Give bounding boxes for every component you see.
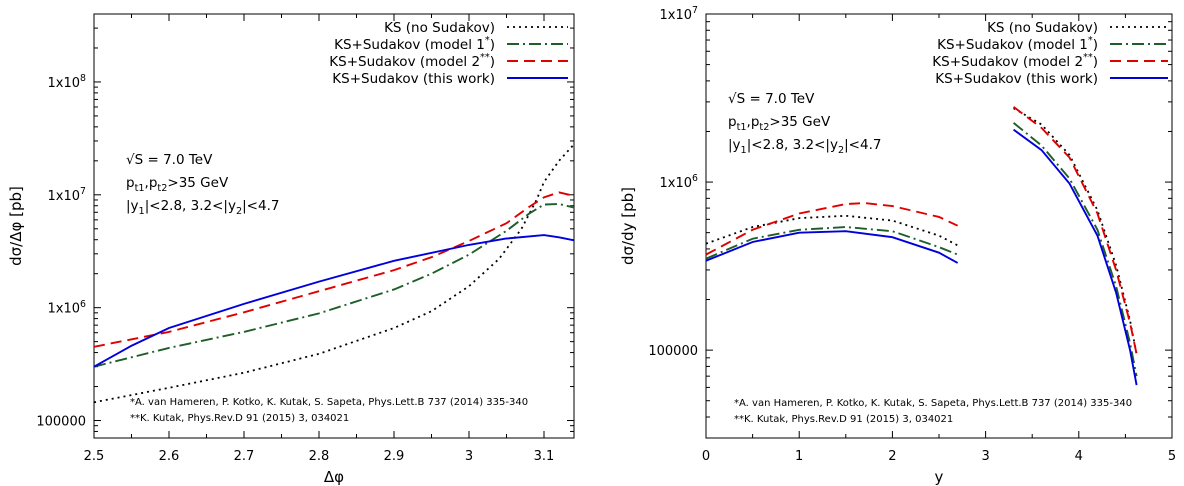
right-panel: 0 1 2 3 4 5 100000 1x106​ 1x107​ y dσ/dy [pb] KS (n… [619,5,1176,486]
plot-frame [93,13,575,439]
info-text: |y1|<2.8, 3.2<|y2|<4.7 [126,198,279,217]
x-tick-label: 2.7 [234,449,255,464]
reference-text: **K. Kutak, Phys.Rev.D 91 (2015) 3, 0340… [734,414,953,425]
x-tick-label: 5 [1168,449,1176,464]
y-axis-title: dσ/Δφ [pb] [7,186,25,266]
legend-label: KS+Sudakov (model 2**) [329,52,495,70]
y-tick-label: 100000 [648,344,698,359]
x-tick-label: 3 [981,449,989,464]
y-tick-label: 1x106​ [660,173,699,191]
x-tick-label: 4 [1075,449,1083,464]
x-tick-label: 1 [795,449,803,464]
y-tick-label: 1x107​ [660,5,699,23]
x-tick-label: 2.8 [309,449,330,464]
info-text: √S = 7.0 TeV [728,91,815,107]
info-text: |y1|<2.8, 3.2<|y2|<4.7 [728,137,881,156]
reference-text: *A. van Hameren, P. Kotko, K. Kutak, S. … [734,398,1132,409]
legend-label: KS+Sudakov (model 2**) [932,52,1098,70]
x-tick-label: 2.9 [384,449,405,464]
x-tick-label: 0 [702,449,710,464]
y-tick-label: 100000 [36,415,86,430]
series-line [94,202,574,368]
x-axis-title: Δφ [324,468,344,486]
reference-text: **K. Kutak, Phys.Rev.D 91 (2015) 3, 0340… [130,413,349,424]
legend-label: KS+Sudakov (this work) [935,71,1098,87]
left-panel: 2.5 2.6 2.7 2.8 2.9 3 3.1 100000 1x106​ 1x107​ 1x1… [7,13,575,486]
x-tick-label: 2.6 [159,449,180,464]
legend-label: KS (no Sudakov) [987,20,1098,36]
y-tick-label: 1x106​ [48,299,87,317]
x-tick-label: 2.5 [84,449,105,464]
x-tick-label: 3.1 [534,449,555,464]
series-line [94,234,574,368]
series-line [706,122,1138,377]
legend-label: KS+Sudakov (model 1*) [937,35,1098,53]
series-line [706,106,1138,355]
y-tick-label: 1x107​ [48,186,87,204]
y-axis-title: dσ/dy [pb] [619,187,637,265]
x-axis-title: y [935,468,944,486]
legend-label: KS+Sudakov (this work) [332,71,495,87]
series-line [706,107,1138,355]
info-text: pt1,pt2>35 GeV [126,175,229,194]
x-tick-label: 3 [465,449,473,464]
legend-label: KS+Sudakov (model 1*) [334,35,495,53]
series-line [94,191,574,348]
x-tick-label: 2 [888,449,896,464]
info-text: √S = 7.0 TeV [126,152,213,168]
info-text: pt1,pt2>35 GeV [728,114,831,133]
legend-label: KS (no Sudakov) [384,20,495,36]
y-tick-label: 1x108​ [48,73,87,91]
series-line [706,128,1138,386]
reference-text: *A. van Hameren, P. Kotko, K. Kutak, S. … [130,397,528,408]
